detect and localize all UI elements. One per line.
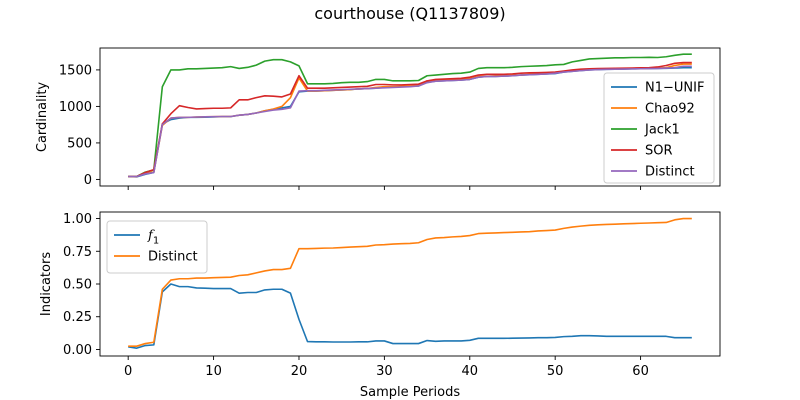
legend-label: Distinct (645, 165, 695, 180)
series-line-f1 (128, 283, 692, 349)
series-line-distinct (128, 65, 692, 178)
x-tick-label: 40 (462, 364, 479, 379)
y-axis-label: Indicators (39, 252, 54, 316)
series-line-jack1 (128, 53, 692, 178)
legend-box (106, 220, 208, 274)
y-axis-label: Cardinality (35, 82, 50, 153)
y-tick-label: 1000 (59, 100, 92, 115)
y-tick-label: 0.75 (63, 245, 92, 260)
legend-label: Jack1 (644, 123, 680, 138)
axes-frame (99, 47, 721, 187)
legend-label: Chao92 (645, 102, 695, 117)
legend: N1−UNIF Chao92 Jack1 SOR Distinct (603, 72, 715, 184)
y-tick-label: 0 (84, 173, 92, 188)
bottom-subplot: 0 10 20 30 40 50 60 0.00 0.25 0.50 0.75 1.00 Indicat… (39, 211, 721, 400)
y-tick-label: 0.25 (63, 310, 92, 325)
y-tick-label: 1500 (59, 63, 92, 78)
x-tick-label: 30 (376, 364, 393, 379)
legend-label: N1−UNIF (645, 81, 704, 96)
legend: f1 Distinct (106, 220, 208, 274)
chart-title: courthouse (Q1137809) (314, 4, 505, 23)
x-tick-label: 0 (124, 364, 132, 379)
y-tick-label: 500 (67, 136, 92, 151)
top-subplot: 0 500 1000 1500 Cardinality N1−UNIF Chao92 Jack… (35, 47, 721, 190)
x-axis-label: Sample Periods (360, 385, 460, 400)
legend-box (603, 72, 715, 184)
x-tick-label: 50 (547, 364, 564, 379)
y-tick-label: 1.00 (63, 212, 92, 227)
legend-label: f1 (147, 229, 159, 247)
series-line-sor (128, 61, 692, 178)
x-tick-label: 10 (205, 364, 222, 379)
legend-label: Distinct (148, 250, 198, 265)
series-line-distinct (128, 217, 692, 347)
y-tick-label: 0.00 (63, 343, 92, 358)
y-tick-label: 0.50 (63, 278, 92, 293)
legend-label: SOR (645, 144, 673, 159)
x-tick-label: 20 (291, 364, 308, 379)
x-tick-label: 60 (632, 364, 649, 379)
